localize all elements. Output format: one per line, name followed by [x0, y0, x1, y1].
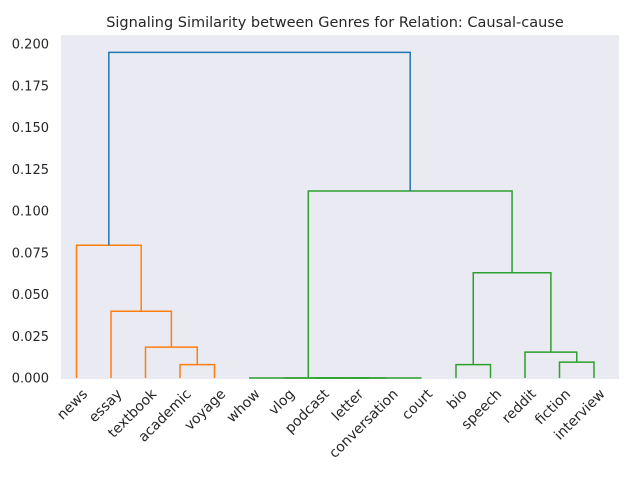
y-tick-label: 0.175	[12, 79, 49, 94]
y-tick-label: 0.125	[12, 163, 49, 178]
leaf-label-reddit: reddit	[499, 386, 540, 427]
plot-background	[61, 35, 619, 379]
leaf-label-court: court	[399, 386, 436, 423]
y-tick-label: 0.050	[12, 288, 49, 303]
y-tick-label: 0.075	[12, 246, 49, 261]
leaf-label-whow: whow	[224, 386, 264, 426]
y-tick-label: 0.100	[12, 205, 49, 220]
y-axis-ticks: 0.000 0.025 0.050 0.075 0.100 0.125 0.150 0.175…	[12, 38, 49, 387]
dendrogram-link	[108, 51, 411, 246]
chart-title: Signaling Similarity between Genres for …	[106, 15, 564, 31]
y-tick-label: 0.200	[12, 38, 49, 53]
leaf-label-bio: bio	[444, 386, 470, 412]
dendrogram-links	[75, 51, 595, 379]
y-tick-label: 0.000	[12, 372, 49, 387]
leaf-label-news: news	[54, 386, 91, 423]
y-tick-label: 0.025	[12, 330, 49, 345]
y-tick-label: 0.150	[12, 121, 49, 136]
